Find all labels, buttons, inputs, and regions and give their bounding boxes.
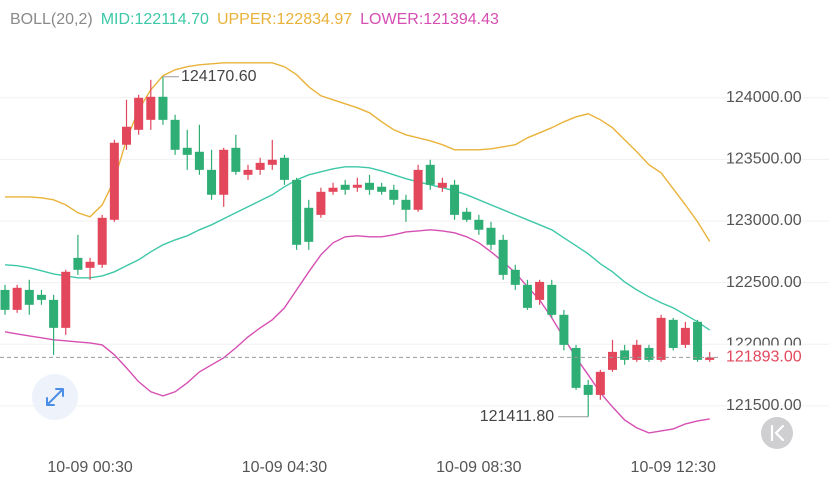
candle-body [73,257,83,270]
candle-body [109,142,119,220]
y-tick-label: 123500.00 [726,151,802,168]
legend-entry: LOWER:121394.43 [360,11,499,28]
band-line [4,166,711,331]
candle-body [340,184,350,190]
candle-body [413,169,423,210]
candles [0,76,715,417]
candle-body [644,347,654,360]
band-line [4,229,710,434]
candle-body [377,186,387,192]
candle-body [182,147,192,155]
candle-body [146,96,156,120]
candle-body [97,217,107,265]
candle-body [36,294,46,300]
candle-body [304,207,314,242]
candle-body [656,317,666,360]
candle-body [267,159,277,165]
y-tick-label: 122500.00 [726,274,802,291]
bands [4,62,711,434]
candle-body [61,271,71,328]
candle-body [134,97,144,130]
candle-body [231,147,241,172]
candle-body [0,289,10,310]
candle-body [595,371,605,395]
candle-body [328,187,338,192]
candle-body [255,162,265,170]
candle-body [486,227,496,245]
candle-body [401,199,411,210]
band-line [5,62,711,242]
y-tick-label: 124000.00 [726,89,802,106]
candle-body [389,189,399,200]
expand-button[interactable] [32,374,78,420]
candle-body [510,269,520,285]
candle-body [571,347,581,388]
last-price-tag [718,345,828,370]
x-tick-label: 10-09 00:30 [47,459,133,476]
x-tick-label: 10-09 04:30 [242,459,328,476]
indicator-label: BOLL(20,2) [10,11,93,28]
min-label: 121411.80 [480,408,555,425]
expand-icon[interactable] [46,388,64,406]
candle-body [194,151,204,170]
y-tick-label: 121500.00 [726,397,802,414]
candle-body [522,284,532,308]
candle-body [462,211,472,220]
scroll-latest-icon[interactable] [770,424,785,442]
candle-body [620,350,630,360]
candle-body [437,182,447,188]
candle-body [680,327,690,345]
candle-body [474,219,484,230]
candle-body [158,96,168,120]
x-tick-label: 10-09 12:30 [631,459,717,476]
candle-body [207,169,217,195]
candle-body [583,384,593,395]
candle-body [668,319,678,348]
candle-body [24,289,34,305]
max-label: 124170.60 [181,68,257,85]
candle-body [316,191,326,215]
candle-body [292,179,302,245]
candle-body [12,287,22,310]
candle-body [243,169,253,175]
candle-body [498,239,508,275]
candle-body [49,299,59,328]
candle-body [425,164,435,185]
candle-body [705,357,715,360]
candle-body [279,157,289,180]
y-tick-label: 123000.00 [726,212,802,229]
candle-body [85,261,95,268]
candle-body [632,344,642,360]
scroll-latest-button[interactable] [761,417,793,449]
candle-body [219,149,229,195]
last-price-label: 121893.00 [726,349,802,366]
candle-body [450,184,460,215]
candle-body [559,314,569,345]
candle-body [608,351,617,370]
labels: BOLL(20,2) MID:122114.70 UPPER:122834.97 L… [0,11,828,476]
legend-entry: UPPER:122834.97 [217,11,352,28]
x-tick-label: 10-09 08:30 [436,459,522,476]
candle-body [170,119,180,150]
candle-body [547,284,557,315]
candle-body [122,126,131,145]
legend-entry: MID:122114.70 [101,11,209,28]
candle-body [352,184,362,188]
candle-body [535,281,545,300]
candle-body [365,182,374,190]
candle-body [693,321,703,360]
